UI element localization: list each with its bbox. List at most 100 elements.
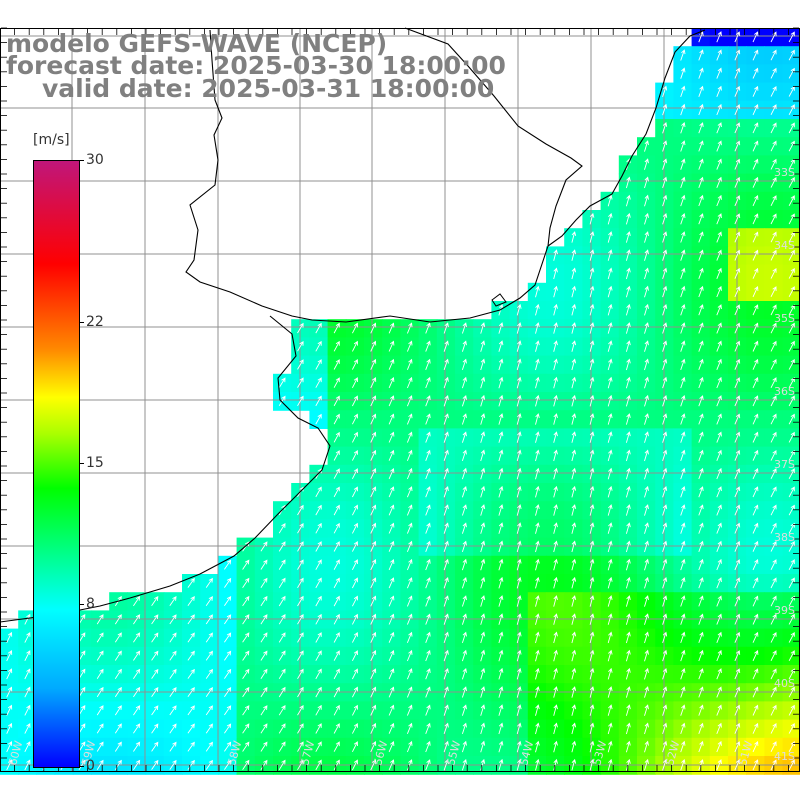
wind-arrow — [662, 522, 668, 534]
wind-arrow — [388, 668, 395, 680]
wind-arrow — [333, 486, 340, 498]
wind-arrow — [224, 650, 232, 661]
wind-arrow — [406, 522, 413, 534]
wind-arrow — [151, 687, 159, 698]
wind-arrow — [535, 686, 540, 698]
wind-arrow — [406, 631, 413, 643]
wind-arrow — [716, 467, 722, 480]
wind-arrow — [242, 705, 250, 716]
wind-arrow — [278, 559, 286, 570]
wind-arrow — [406, 467, 413, 480]
wind-arrow — [734, 504, 741, 516]
wind-arrow — [535, 340, 540, 352]
wind-arrow — [662, 140, 668, 152]
wind-arrow — [388, 559, 395, 571]
wind-arrow — [607, 613, 613, 625]
latitude-label: 41S — [774, 750, 795, 763]
wind-arrow — [151, 596, 159, 607]
wind-arrow — [425, 449, 431, 461]
wind-arrow — [425, 686, 431, 698]
wind-arrow — [752, 358, 759, 370]
wind-arrow — [644, 740, 649, 753]
wind-arrow — [370, 358, 377, 370]
wind-arrow — [242, 595, 250, 607]
wind-arrow — [24, 759, 31, 771]
wind-arrow — [553, 595, 558, 607]
wind-arrow — [205, 632, 213, 643]
wind-arrow — [6, 759, 13, 771]
wind-arrow — [297, 523, 304, 534]
wind-arrow — [96, 759, 104, 770]
wind-arrow — [151, 705, 159, 716]
wind-arrow — [278, 377, 286, 388]
wind-arrow — [644, 667, 649, 680]
wind-arrow — [480, 631, 486, 644]
wind-arrow — [224, 668, 232, 679]
wind-arrow — [716, 631, 722, 643]
wind-arrow — [516, 667, 522, 680]
wind-arrow — [461, 722, 467, 735]
wind-arrow — [770, 231, 777, 243]
colorbar-tick-mark — [79, 766, 84, 767]
wind-arrow — [788, 67, 795, 79]
wind-arrow — [680, 759, 686, 771]
wind-arrow — [498, 540, 504, 553]
wind-arrow — [461, 431, 467, 443]
wind-arrow — [461, 613, 467, 625]
wind-arrow — [734, 486, 741, 498]
colorbar-tick-label: 0 — [86, 758, 95, 774]
wind-arrow — [625, 522, 631, 534]
wind-arrow — [698, 668, 704, 680]
wind-arrow — [461, 340, 467, 352]
wind-arrow — [370, 468, 377, 480]
wind-arrow — [734, 395, 741, 407]
wind-arrow — [553, 413, 558, 425]
wind-arrow — [516, 467, 522, 480]
longitude-label: 54W — [517, 739, 536, 767]
wind-arrow — [680, 103, 686, 116]
wind-arrow — [752, 158, 759, 170]
wind-arrow — [315, 577, 322, 589]
wind-arrow — [788, 122, 795, 134]
wind-arrow — [716, 213, 722, 225]
wind-arrow — [644, 394, 649, 407]
wind-arrow — [388, 431, 395, 443]
wind-arrow — [770, 195, 777, 207]
wind-arrow — [224, 705, 232, 716]
wind-arrow — [96, 741, 104, 752]
wind-arrow — [716, 613, 722, 625]
wind-arrow — [297, 723, 304, 734]
wind-arrow — [734, 286, 741, 298]
wind-arrow — [698, 340, 704, 352]
wind-arrow — [716, 395, 722, 407]
wind-arrow — [351, 395, 358, 407]
wind-arrow — [297, 705, 304, 716]
wind-arrow — [770, 704, 777, 716]
wind-arrow — [315, 377, 322, 388]
wind-arrow — [607, 649, 613, 662]
wind-arrow — [734, 759, 741, 771]
wind-arrow — [698, 395, 704, 407]
wind-arrow — [644, 158, 649, 170]
wind-arrow — [516, 522, 522, 534]
wind-arrow — [388, 413, 395, 425]
wind-arrow — [734, 249, 741, 261]
wind-arrow — [315, 522, 322, 534]
wind-arrow — [662, 413, 668, 425]
wind-arrow — [535, 485, 540, 498]
wind-arrow — [315, 741, 322, 752]
wind-arrow — [315, 359, 322, 370]
wind-arrow — [770, 595, 777, 607]
latitude-label: 36S — [774, 385, 795, 398]
wind-arrow — [242, 741, 250, 752]
wind-arrow — [516, 376, 522, 389]
wind-arrow — [133, 723, 141, 734]
wind-arrow — [607, 303, 613, 316]
wind-arrow — [662, 376, 668, 389]
wind-arrow — [480, 467, 486, 480]
wind-arrow — [425, 704, 431, 716]
wind-arrow — [114, 686, 122, 698]
wind-arrow — [698, 467, 704, 480]
wind-arrow — [553, 285, 558, 298]
wind-arrow — [698, 613, 704, 625]
